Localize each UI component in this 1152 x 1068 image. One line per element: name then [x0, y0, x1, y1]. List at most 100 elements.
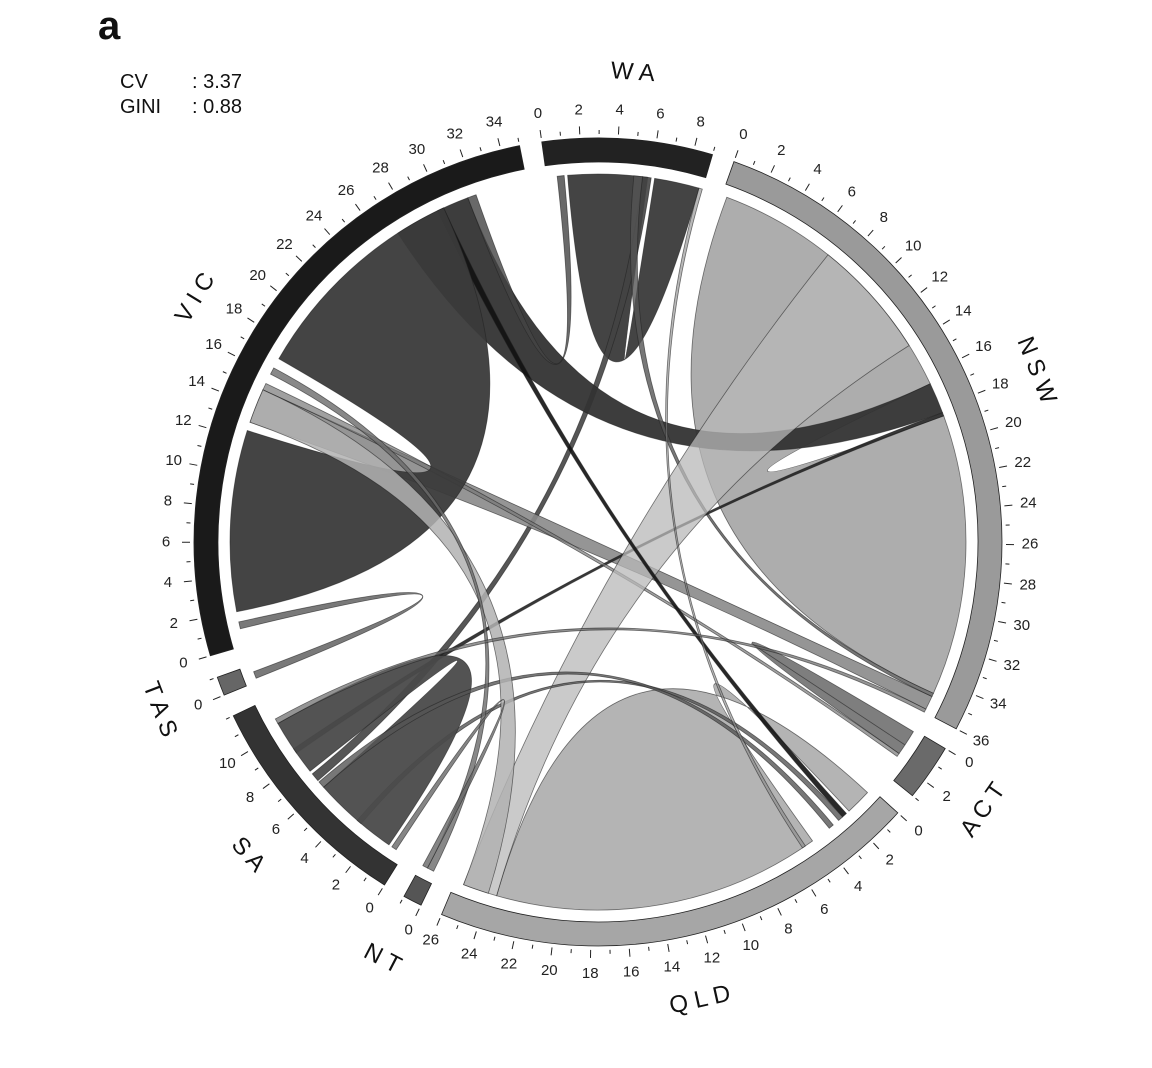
tick-label-vic-32: 32	[446, 125, 463, 142]
tick-sa-1	[363, 877, 367, 882]
sector-name-sa: S A	[226, 831, 271, 877]
tick-label-nsw-20: 20	[1005, 414, 1022, 431]
tick-label-qld-8: 8	[784, 921, 792, 938]
tick-nsw-5	[821, 197, 825, 202]
tick-nsw-19	[984, 409, 989, 412]
tick-label-qld-2: 2	[885, 852, 893, 869]
tick-vic-35	[517, 137, 520, 142]
tick-label-nsw-36: 36	[973, 733, 990, 750]
stat-gini-value: : 0.88	[192, 96, 243, 118]
tick-label-wa-0: 0	[534, 105, 542, 122]
tick-vic-20	[269, 285, 277, 292]
tick-sa-6	[287, 813, 295, 820]
tick-act-0	[948, 750, 956, 756]
tick-qld-2	[873, 842, 880, 850]
tick-label-vic-2: 2	[170, 615, 178, 632]
sector-arc-nsw	[725, 161, 1003, 730]
tick-label-sa-8: 8	[246, 789, 254, 806]
tick-nt-0	[415, 908, 420, 917]
tick-qld-12	[705, 935, 709, 944]
tick-qld-22	[511, 941, 515, 950]
tick-sa-2	[345, 866, 351, 874]
tick-nsw-13	[931, 305, 936, 309]
stat-cv-value: : 3.37	[192, 71, 243, 93]
tick-tas-1	[209, 678, 214, 681]
tick-vic-28	[388, 182, 394, 190]
tick-nsw-29	[1001, 601, 1006, 604]
tick-nsw-10	[895, 257, 902, 264]
tick-label-vic-4: 4	[164, 574, 172, 591]
tick-label-nsw-32: 32	[1004, 657, 1021, 674]
tick-vic-26	[355, 203, 361, 211]
tick-nsw-35	[968, 712, 973, 716]
tick-nsw-6	[837, 205, 843, 213]
tick-vic-10	[189, 463, 198, 466]
tick-vic-30	[423, 164, 428, 172]
tick-nt-1	[399, 899, 403, 904]
tick-label-vic-10: 10	[165, 452, 182, 469]
tick-nsw-33	[982, 676, 987, 680]
tick-sa-10	[240, 751, 249, 757]
tick-vic-4	[183, 580, 192, 583]
sector-name-nt: N T	[359, 938, 406, 980]
tick-label-sa-6: 6	[272, 821, 280, 838]
tick-nsw-4	[804, 183, 810, 191]
tick-nsw-32	[988, 658, 997, 662]
tick-label-nsw-14: 14	[955, 302, 972, 319]
tick-label-qld-6: 6	[820, 901, 828, 918]
tick-vic-11	[197, 444, 202, 447]
tick-label-nsw-4: 4	[813, 161, 821, 178]
tick-label-sa-10: 10	[219, 755, 236, 772]
tick-nsw-2	[770, 165, 775, 173]
tick-qld-24	[473, 931, 477, 940]
tick-tas-0	[212, 696, 221, 701]
tick-vic-14	[211, 387, 220, 392]
sector-arc-wa	[541, 137, 714, 179]
tick-qld-8	[777, 908, 782, 916]
tick-nsw-16	[961, 353, 970, 359]
chord-link-vic-nt-17	[269, 367, 490, 872]
sector-arc-qld	[441, 796, 899, 947]
tick-sa-4	[315, 841, 322, 848]
tick-label-nsw-0: 0	[739, 126, 747, 143]
tick-vic-15	[222, 371, 227, 374]
tick-vic-19	[261, 303, 266, 307]
tick-nsw-18	[977, 389, 986, 394]
tick-vic-34	[497, 138, 501, 147]
tick-act-2	[927, 782, 935, 788]
chord-link-wa-qld-20	[665, 187, 806, 849]
tick-vic-12	[198, 424, 207, 429]
tick-nsw-1	[752, 160, 756, 165]
tick-label-vic-34: 34	[486, 114, 503, 131]
tick-label-vic-6: 6	[162, 533, 170, 550]
tick-vic-17	[240, 336, 245, 340]
tick-label-sa-0: 0	[366, 900, 374, 917]
tick-label-qld-26: 26	[422, 931, 439, 948]
tick-qld-20	[550, 947, 553, 956]
tick-label-nsw-6: 6	[848, 183, 856, 200]
tick-label-tas-0: 0	[194, 697, 202, 714]
stats-box: CV : 3.37 GINI : 0.88	[120, 70, 242, 120]
tick-qld-11	[723, 929, 726, 934]
tick-qld-9	[759, 916, 763, 921]
tick-vic-22	[295, 255, 303, 262]
chord-link-nt-sa-22	[391, 699, 505, 869]
tick-label-nsw-28: 28	[1019, 577, 1036, 594]
tick-vic-3	[190, 599, 195, 602]
tick-label-vic-26: 26	[338, 182, 355, 199]
chord-link-vic-wa-19	[467, 175, 572, 365]
tick-vic-23	[312, 244, 316, 248]
tick-nsw-34	[975, 695, 984, 699]
tick-vic-27	[373, 195, 377, 200]
tick-label-nsw-10: 10	[905, 238, 922, 255]
sector-arc-vic	[193, 145, 525, 657]
tick-qld-23	[493, 936, 496, 941]
tick-label-vic-18: 18	[226, 300, 243, 317]
tick-qld-0	[900, 815, 908, 822]
tick-wa-6	[656, 130, 659, 139]
sector-name-act: A C T	[955, 777, 1011, 842]
tick-vic-9	[190, 483, 195, 485]
tick-act-1	[938, 766, 942, 770]
tick-label-vic-28: 28	[372, 160, 389, 177]
tick-label-nsw-8: 8	[880, 209, 888, 226]
